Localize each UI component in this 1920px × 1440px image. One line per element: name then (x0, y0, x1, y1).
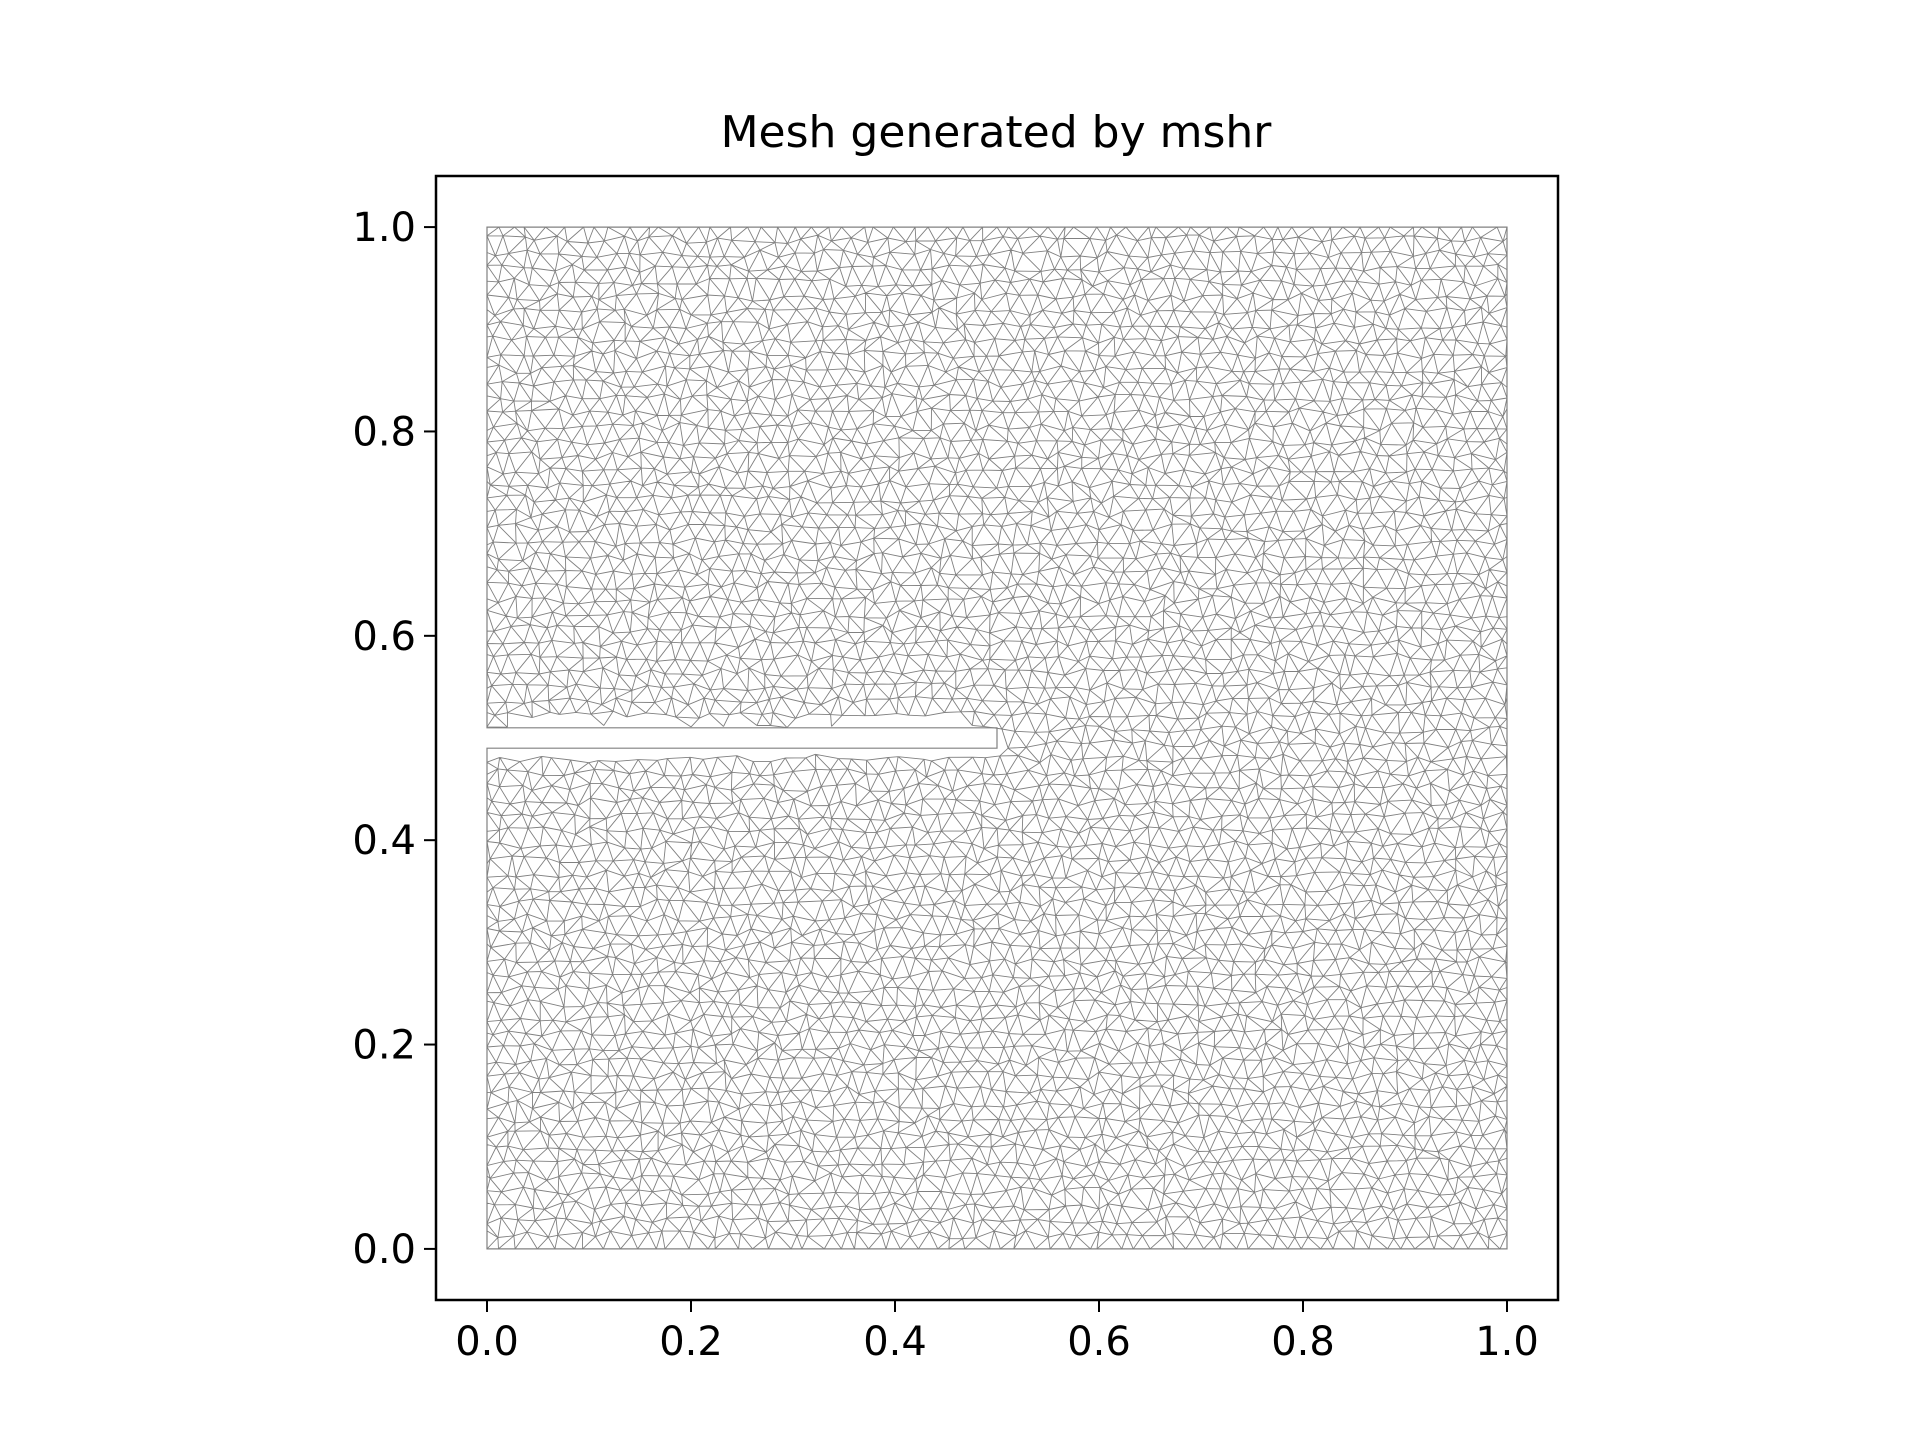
x-tick-label: 0.6 (1067, 1319, 1131, 1365)
y-tick-label: 0.4 (352, 818, 416, 864)
y-tick-label: 0.8 (352, 409, 416, 455)
x-tick-label: 1.0 (1475, 1319, 1539, 1365)
y-tick-label: 0.6 (352, 614, 416, 660)
y-tick-label: 0.0 (352, 1227, 416, 1273)
y-axis: 0.0 0.2 0.4 0.6 0.8 1.0 (352, 205, 436, 1273)
y-tick-label: 0.2 (352, 1023, 416, 1069)
x-tick-label: 0.4 (863, 1319, 927, 1365)
chart-title: Mesh generated by mshr (721, 107, 1273, 158)
x-axis: 0.0 0.2 0.4 0.6 0.8 1.0 (455, 1300, 1539, 1365)
x-tick-label: 0.8 (1271, 1319, 1335, 1365)
domain-boundary (486, 226, 1508, 1250)
y-tick-label: 1.0 (352, 205, 416, 251)
x-tick-label: 0.2 (659, 1319, 723, 1365)
plot-frame (434, 174, 1560, 1302)
x-tick-label: 0.0 (455, 1319, 519, 1365)
mesh-triangles (486, 226, 1508, 1250)
